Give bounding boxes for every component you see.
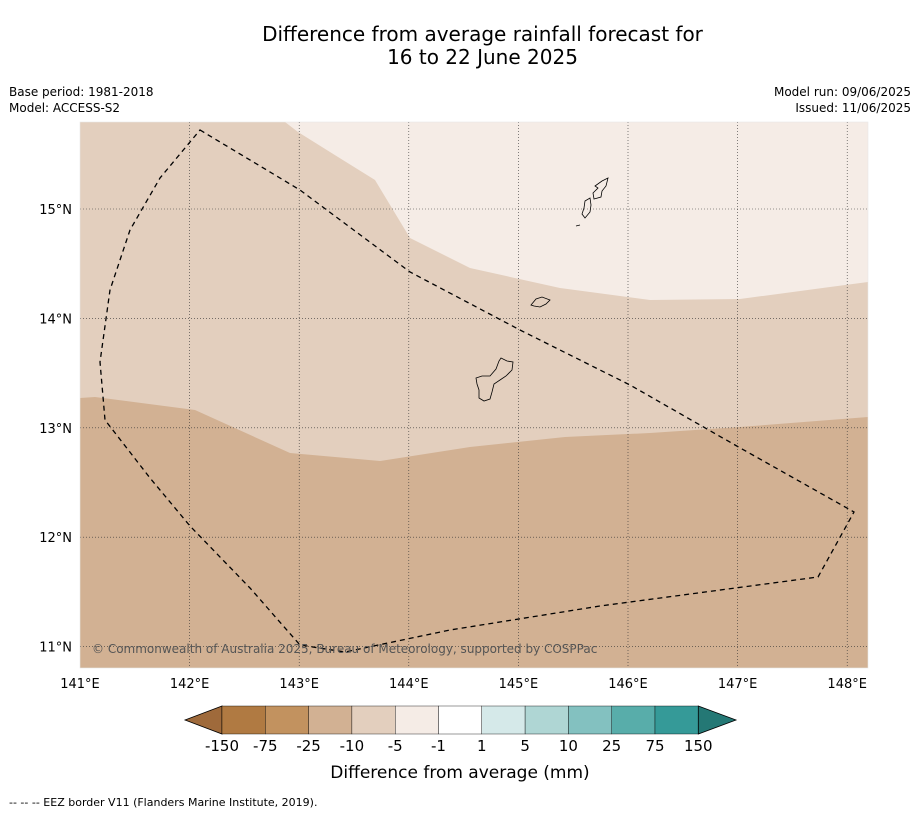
colorbar-segment	[654, 705, 699, 735]
colorbar-tick-label: -150	[205, 737, 239, 755]
saipan-island-outline	[592, 177, 609, 200]
colorbar-tick-label: -10	[340, 737, 365, 755]
colorbar-label: Difference from average (mm)	[330, 763, 589, 783]
colorbar-tick-label: 10	[559, 737, 578, 755]
lat-tick-label: 11°N	[39, 641, 72, 656]
lat-tick-label: 12°N	[39, 531, 72, 546]
rainfall-map: 141°E 142°E 143°E 144°E 145°E 146°E 147°E 148°E…	[39, 121, 869, 783]
colorbar-segment	[395, 705, 439, 735]
colorbar-tick-label: -1	[431, 737, 446, 755]
lon-tick-label: 142°E	[170, 677, 210, 692]
region-minus-10-to-minus-25	[80, 397, 868, 668]
chart-title-line-2: 16 to 22 June 2025	[387, 45, 578, 69]
lon-tick-label: 146°E	[608, 677, 648, 692]
lon-tick-label: 148°E	[827, 677, 867, 692]
region-near-average	[285, 122, 868, 300]
model-run-label: Model run: 09/06/2025	[773, 85, 911, 99]
lat-tick-label: 14°N	[39, 312, 72, 327]
colorbar-segment	[265, 705, 309, 735]
chart-title-line-1: Difference from average rainfall forecas…	[262, 22, 703, 46]
colorbar-tick-label: 150	[684, 737, 713, 755]
map-frame	[79, 121, 869, 669]
aguijan-islet-outline	[575, 224, 581, 227]
colorbar-extend-low	[183, 705, 223, 735]
colorbar-segment	[611, 705, 656, 735]
colorbar-segment	[524, 705, 569, 735]
colorbar-extend-high	[697, 705, 738, 735]
lon-tick-label: 141°E	[60, 677, 100, 692]
colorbar-segment	[568, 705, 612, 735]
colorbar-segment	[351, 705, 396, 735]
model-label: Model: ACCESS-S2	[9, 101, 121, 115]
colorbar-tick-label: -75	[253, 737, 278, 755]
colorbar-tick-label: 75	[645, 737, 664, 755]
colorbar-segment	[221, 705, 266, 735]
lat-tick-label: 15°N	[39, 203, 72, 218]
colorbar-tick-label: 25	[602, 737, 621, 755]
colorbar-tick-label: 1	[477, 737, 487, 755]
base-period-label: Base period: 1981-2018	[9, 85, 154, 99]
colorbar-segment	[308, 705, 353, 735]
colorbar-segment	[438, 705, 482, 735]
lon-tick-label: 143°E	[279, 677, 319, 692]
colorbar-segment	[481, 705, 526, 735]
lon-tick-label: 147°E	[718, 677, 758, 692]
colorbar	[183, 705, 738, 735]
lon-tick-label: 145°E	[499, 677, 539, 692]
colorbar-tick-label: -5	[388, 737, 403, 755]
eez-border-legend: -- -- -- EEZ border V11 (Flanders Marine…	[9, 796, 318, 809]
copyright-notice: © Commonwealth of Australia 2025, Bureau…	[92, 642, 597, 656]
graticule	[80, 122, 868, 668]
rota-island-outline	[530, 296, 551, 308]
guam-coastline	[475, 357, 514, 402]
colorbar-tick-label: 5	[520, 737, 530, 755]
lat-tick-label: 13°N	[39, 422, 72, 437]
tinian-island-outline	[581, 197, 592, 219]
lon-tick-label: 144°E	[389, 677, 429, 692]
colorbar-tick-label: -25	[296, 737, 321, 755]
issued-label: Issued: 11/06/2025	[795, 101, 911, 115]
